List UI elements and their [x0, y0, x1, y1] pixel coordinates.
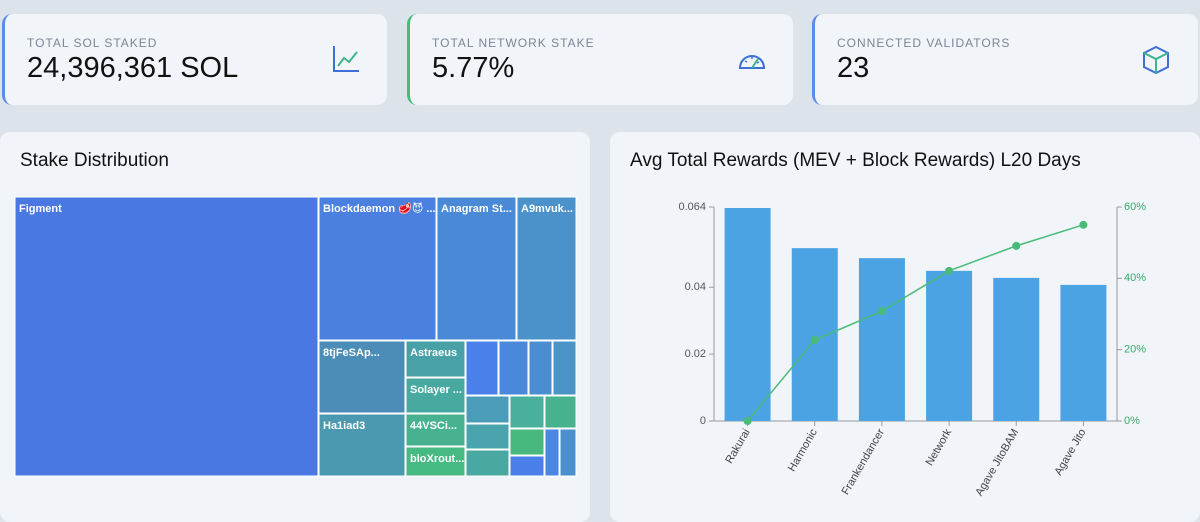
stat-card: TOTAL SOL STAKED 24,396,361 SOL — [2, 14, 387, 105]
y-tick-label: 0.04 — [685, 281, 706, 293]
bar — [724, 208, 771, 421]
line-point — [877, 307, 886, 316]
stat-value: 23 — [837, 52, 870, 84]
treemap-cell — [465, 449, 510, 477]
panel-title: Stake Distribution — [20, 150, 169, 171]
treemap-cell — [509, 395, 545, 429]
y2-tick-label: 60% — [1124, 201, 1146, 213]
treemap-cell — [465, 423, 510, 450]
x-tick-label: Frankendancer — [840, 427, 888, 497]
cell-label: A9mvuk... — [521, 203, 573, 215]
cell-label: bloXrout... — [410, 453, 464, 465]
treemap-cell — [552, 340, 577, 396]
bar — [926, 270, 973, 421]
treemap-cell — [498, 340, 529, 396]
x-tick-label: Agave Jito — [1052, 427, 1088, 477]
treemap-cell — [318, 340, 406, 414]
cell-label: Blockdaemon 🥩😈 ... — [323, 202, 436, 215]
line-point — [945, 266, 954, 275]
stat-card: CONNECTED VALIDATORS 23 — [812, 14, 1198, 105]
treemap-cell — [14, 196, 319, 477]
treemap-cell — [465, 340, 499, 396]
cube-icon — [1143, 45, 1169, 75]
bar — [993, 277, 1040, 421]
cell-label: Figment — [19, 203, 62, 215]
x-tick-label: Rakurai — [723, 427, 752, 466]
cell-label: 44VSCi... — [410, 420, 457, 432]
treemap-cell — [436, 196, 517, 341]
bar — [791, 248, 838, 421]
treemap-cell — [516, 196, 577, 341]
cell-label: Ha1iad3 — [323, 420, 365, 432]
dashboard: TOTAL SOL STAKED 24,396,361 SOL TOTAL NE… — [0, 14, 1200, 522]
treemap-cell — [405, 377, 466, 414]
gauge-icon — [738, 55, 766, 69]
cell-label: 8tjFeSAp... — [323, 347, 380, 359]
stat-label: CONNECTED VALIDATORS — [837, 36, 1011, 50]
treemap-panel: Stake Distribution Figment Blockdaemon 🥩😈… — [0, 132, 590, 522]
panel-title: Avg Total Rewards (MEV + Block Rewards) … — [630, 150, 1081, 171]
x-tick-label: Network — [924, 427, 955, 468]
line-point — [743, 417, 752, 425]
x-tick-label: Harmonic — [786, 427, 820, 474]
line-point — [810, 336, 819, 345]
treemap-cell — [405, 340, 466, 378]
bar — [1060, 284, 1107, 421]
treemap-cell — [465, 395, 510, 424]
line — [747, 224, 1084, 422]
treemap-cell — [405, 413, 466, 447]
y-tick-label: 0.02 — [685, 348, 706, 360]
treemap: Figment Blockdaemon 🥩😈 ... Anagram St... A9… — [14, 196, 577, 477]
treemap-cell — [405, 446, 466, 477]
bar — [858, 258, 905, 421]
line-point — [1012, 241, 1021, 250]
cell-label: Astraeus — [410, 347, 457, 359]
treemap-cell — [528, 340, 553, 396]
treemap-cell — [318, 196, 437, 341]
line-point — [1079, 220, 1088, 229]
chart: 0 0.02 0.04 0.064 0% 20% 40% 60% Rakurai Harmonic… — [678, 201, 1146, 498]
stat-label: TOTAL SOL STAKED — [27, 36, 158, 50]
treemap-cell — [544, 395, 577, 429]
treemap-cell — [509, 428, 545, 456]
stat-value: 5.77% — [432, 52, 515, 84]
y2-tick-label: 20% — [1124, 344, 1146, 356]
treemap-cell — [509, 455, 545, 477]
chart-icon — [333, 46, 359, 72]
treemap-cell — [559, 428, 577, 477]
y-tick-label: 0.064 — [678, 201, 706, 213]
stat-card: TOTAL NETWORK STAKE 5.77% — [407, 14, 793, 105]
cell-label: Anagram St... — [441, 203, 512, 215]
stat-label: TOTAL NETWORK STAKE — [432, 36, 595, 50]
stat-value: 24,396,361 SOL — [27, 52, 239, 84]
treemap-cell — [318, 413, 406, 477]
x-tick-label: Agave JitoBAM — [973, 427, 1021, 498]
cell-label: Solayer ... — [410, 384, 462, 396]
treemap-cell — [544, 428, 560, 477]
y2-tick-label: 40% — [1124, 272, 1146, 284]
y-tick-label: 0 — [700, 415, 706, 427]
y2-tick-label: 0% — [1124, 415, 1140, 427]
